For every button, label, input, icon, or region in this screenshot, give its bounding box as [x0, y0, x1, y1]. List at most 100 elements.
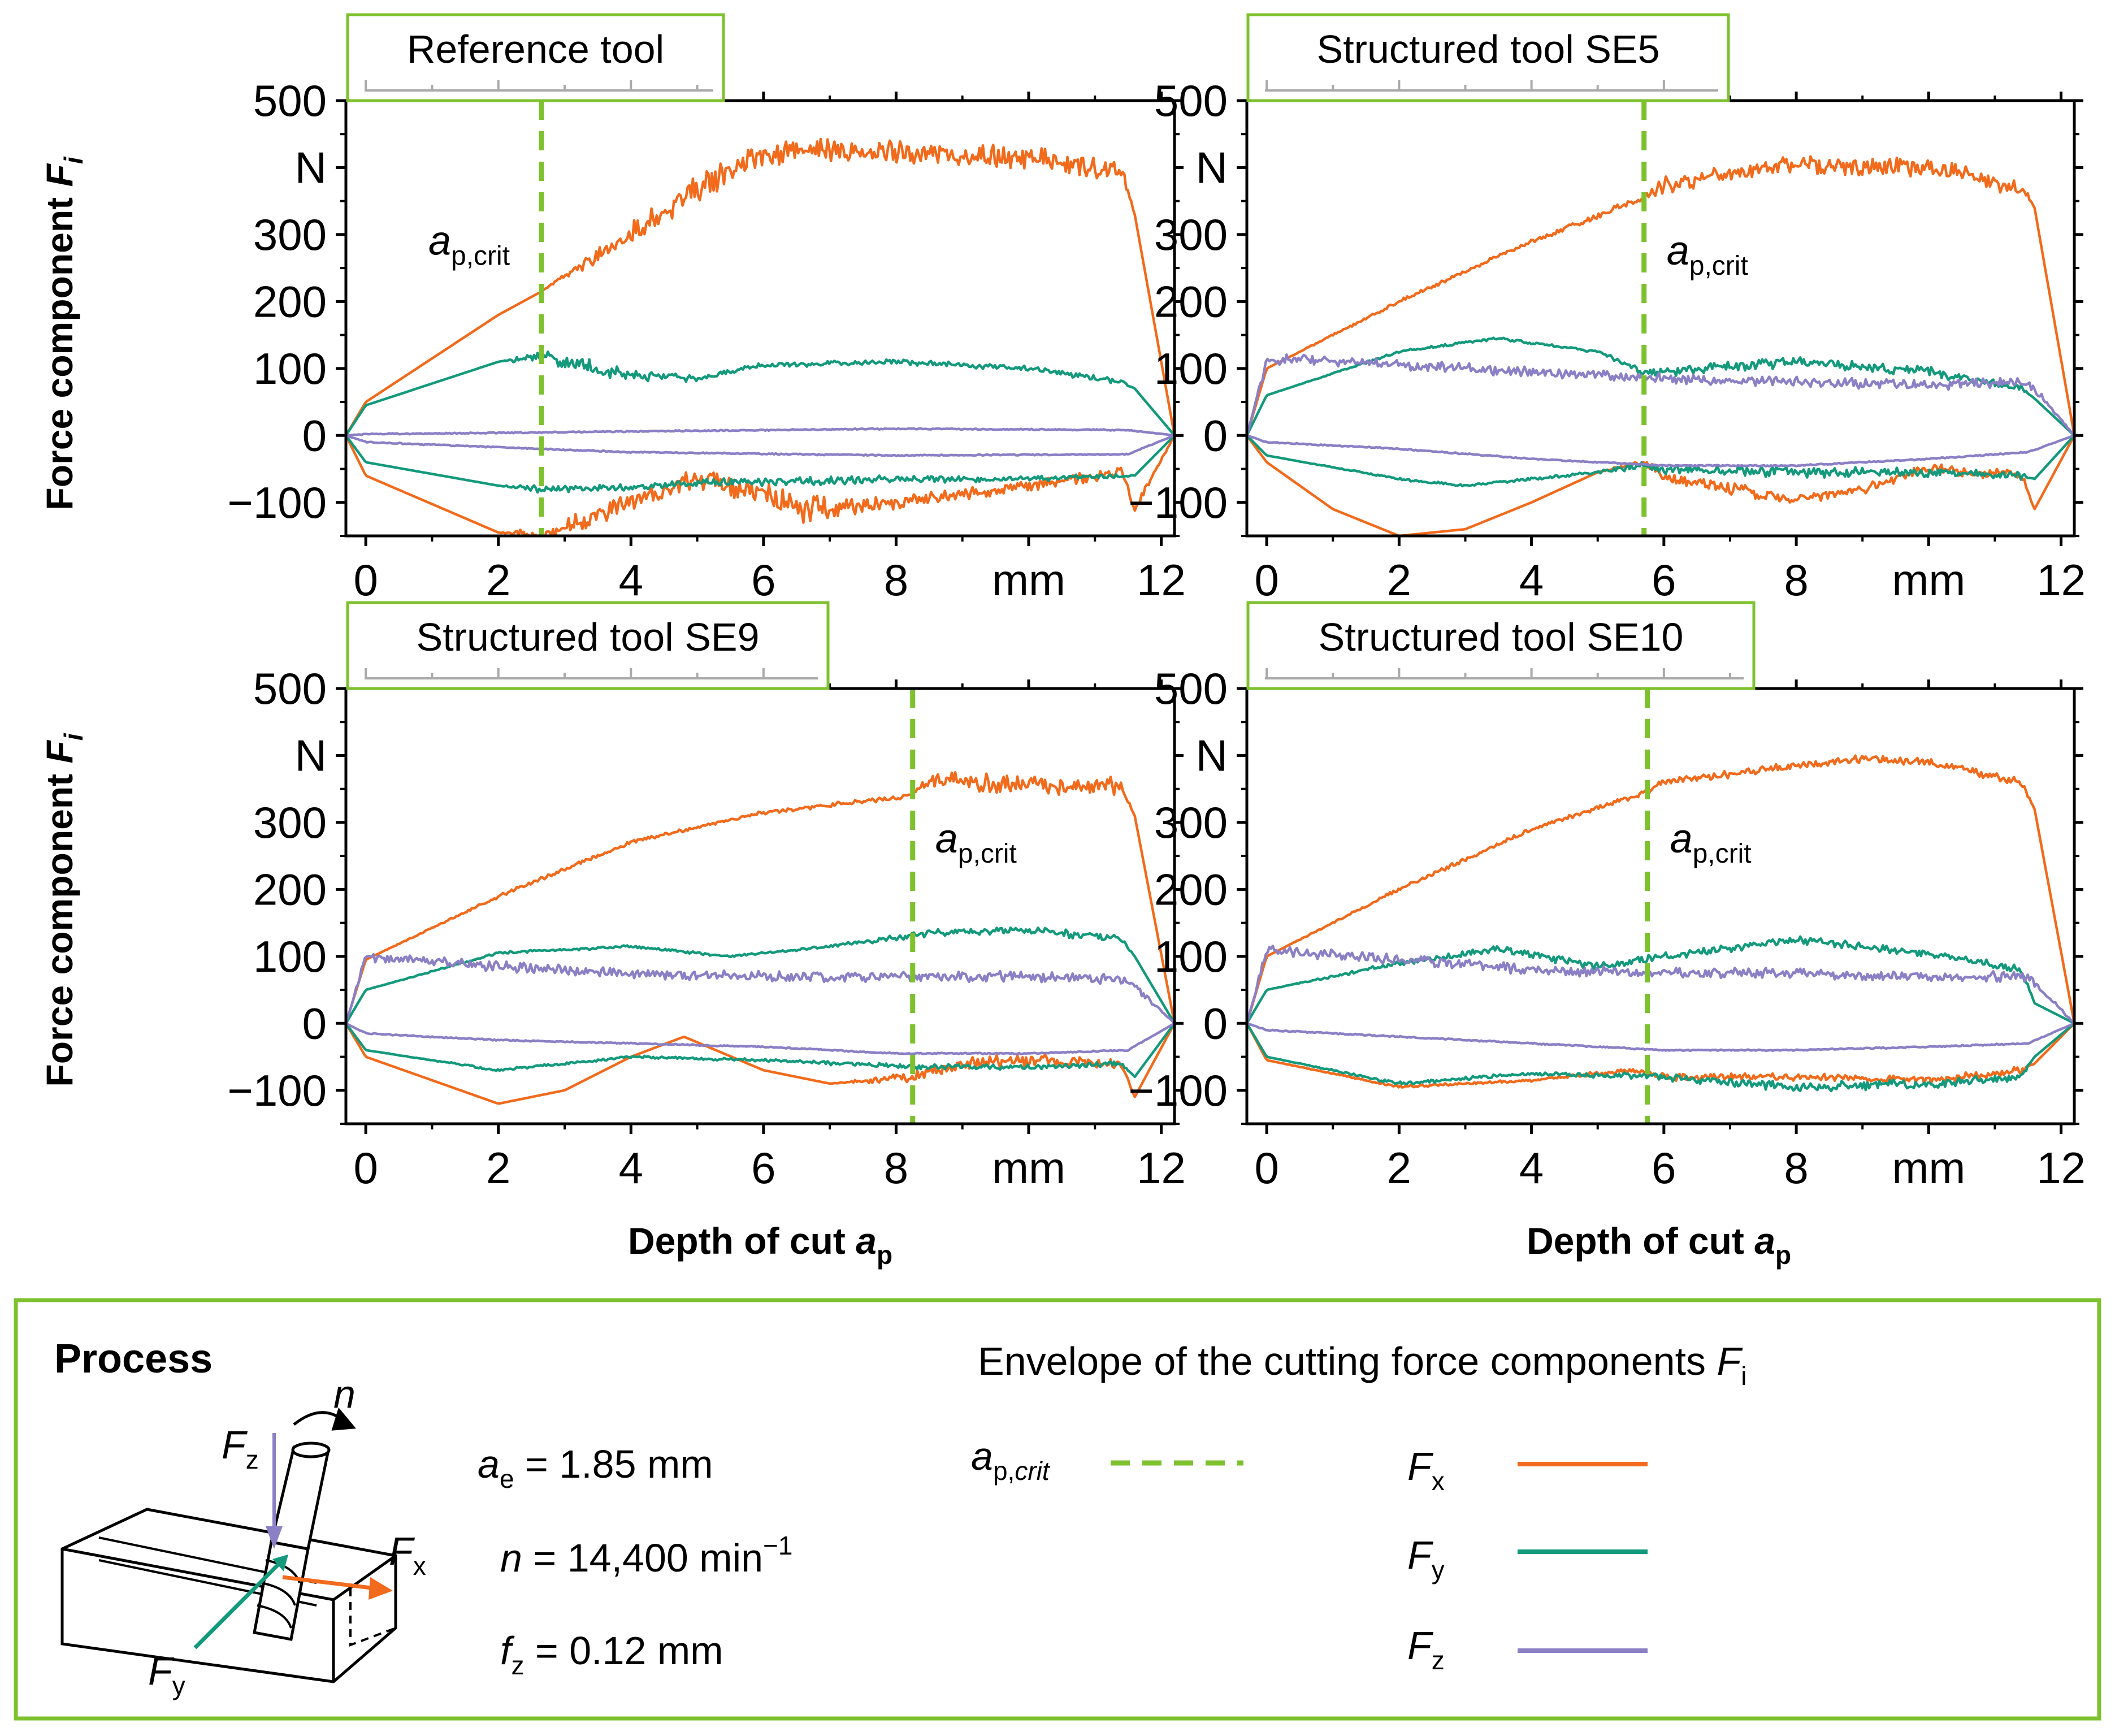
- y-tick-label: 200: [253, 276, 327, 326]
- y-tick-label: 300: [253, 210, 327, 259]
- x-tick-label: mm: [992, 555, 1065, 605]
- series-fy-lower: [1247, 1022, 2074, 1093]
- y-tick-label: −100: [1128, 478, 1228, 527]
- tool-shank-top: [291, 1441, 331, 1458]
- y-tick-label: N: [1196, 730, 1228, 780]
- fz-arrow-head: [266, 1526, 283, 1549]
- y-tick-label: −100: [1128, 1066, 1228, 1115]
- x-tick-label: 2: [486, 555, 510, 605]
- diagram-fy-label: Fy: [148, 1649, 185, 1700]
- y-axis-title-bottom: Force component Fi: [38, 733, 88, 1086]
- y-tick-label: −100: [227, 1066, 327, 1115]
- x-axis-title-right: Depth of cut ap: [1527, 1220, 1791, 1270]
- x-tick-label: 0: [353, 1143, 378, 1193]
- legend-fy-label: Fy: [1407, 1533, 1445, 1585]
- x-tick-label: 4: [1519, 555, 1544, 605]
- fy-arrow: [193, 1558, 284, 1650]
- series-fx-lower: [346, 435, 1174, 536]
- x-tick-label: 8: [1784, 1143, 1808, 1193]
- panel-title-box: [346, 13, 725, 102]
- ap-crit-label: ap,crit: [935, 816, 1017, 869]
- series-fx-lower: [346, 1023, 1174, 1105]
- y-tick-label: 500: [253, 664, 327, 713]
- x-tick-label: 12: [2036, 555, 2086, 605]
- panel-structured-se10: ap,crit 500 N 300 200 100 0 −100 0 2 4 6 8 mm 12 Struct…: [1128, 601, 2086, 1193]
- series-fx-lower: [1247, 434, 2074, 536]
- y-tick-label: 500: [1154, 664, 1228, 713]
- series-fx-upper: [1247, 754, 2074, 1024]
- series-fz-upper: [346, 427, 1174, 437]
- y-tick-label: 500: [253, 76, 327, 125]
- series-fz-upper: [346, 953, 1174, 1024]
- param-ae: ae = 1.85 mm: [478, 1442, 713, 1493]
- legend-crit-label: ap,crit: [971, 1434, 1051, 1486]
- x-tick-label: 8: [884, 555, 908, 605]
- y-tick-label: 0: [302, 410, 327, 460]
- series-fy-upper: [1247, 336, 2074, 436]
- diagram-fz-label: Fz: [222, 1423, 259, 1474]
- ap-crit-label: ap,crit: [1670, 816, 1752, 869]
- legend-envelope-title: Envelope of the cutting force components…: [978, 1339, 1746, 1391]
- panel-title-box: [1246, 13, 1730, 102]
- ap-crit-label: ap,crit: [1667, 228, 1748, 281]
- series-fy-lower: [1247, 434, 2074, 488]
- x-tick-label: mm: [992, 1143, 1065, 1193]
- x-tick-label: 0: [353, 555, 378, 605]
- series-fy-lower: [346, 434, 1174, 494]
- series-fx-upper: [346, 137, 1174, 436]
- series-fx-upper: [346, 771, 1174, 1024]
- series-fy-lower: [346, 1022, 1174, 1079]
- y-tick-label: N: [295, 142, 327, 192]
- workpiece-slot-face: [349, 1588, 396, 1647]
- y-tick-label: 0: [302, 998, 327, 1048]
- plot-frame: [1245, 687, 2076, 1125]
- panel-structured-se5: ap,crit 500 N 300 200 100 0 −100 0 2 4 6 8 mm 12 Struct…: [1128, 13, 2086, 605]
- x-tick-label: 2: [1387, 555, 1411, 605]
- y-axis-title-top: Force component Fi: [38, 156, 88, 510]
- x-tick-label: 2: [486, 1143, 510, 1193]
- y-tick-label: N: [295, 730, 327, 780]
- panel-title: Structured tool SE5: [1317, 27, 1660, 71]
- x-tick-label: 12: [2036, 1143, 2086, 1193]
- y-tick-label: 200: [1154, 276, 1228, 326]
- x-tick-label: 4: [619, 1143, 643, 1193]
- x-axis-title-left: Depth of cut ap: [628, 1220, 892, 1270]
- ap-crit-label: ap,crit: [428, 218, 510, 271]
- panel-structured-se9: ap,crit 500 N 300 200 100 0 −100 0 2 4 6 8 mm 12 Struct…: [227, 601, 1186, 1193]
- legend-process-title: Process: [54, 1336, 213, 1382]
- x-tick-label: 6: [751, 555, 775, 605]
- x-tick-label: 6: [1652, 1143, 1676, 1193]
- y-tick-label: 100: [1154, 932, 1228, 981]
- series-fz-lower: [346, 434, 1174, 458]
- y-tick-label: 200: [1154, 864, 1228, 914]
- series-group: [1247, 754, 2074, 1093]
- y-tick-label: 100: [253, 932, 327, 981]
- y-tick-label: −100: [227, 478, 327, 527]
- x-tick-label: 6: [751, 1143, 775, 1193]
- x-tick-label: 4: [1519, 1143, 1544, 1193]
- x-tick-label: 0: [1254, 555, 1278, 605]
- y-tick-label: 300: [1154, 210, 1228, 259]
- fx-arrow: [282, 1575, 376, 1591]
- panel-reference-tool: ap,crit 500 N 300 200 100 0 −100 0 2 4 6 8 mm 12 Refere…: [227, 13, 1186, 605]
- legend-fz-label: Fz: [1407, 1624, 1445, 1675]
- series-fz-upper: [1247, 945, 2074, 1024]
- y-tick-label: 300: [253, 798, 327, 847]
- y-tick-label: 500: [1154, 76, 1228, 125]
- series-fy-upper: [1247, 935, 2074, 1025]
- series-fz-upper: [1247, 353, 2074, 436]
- y-tick-label: N: [1196, 142, 1228, 192]
- fx-arrow-head: [369, 1577, 393, 1600]
- series-group: [1247, 155, 2074, 536]
- panel-title: Reference tool: [407, 27, 664, 71]
- series-group: [346, 137, 1174, 536]
- y-tick-label: 200: [253, 864, 327, 914]
- panel-title-box: [346, 601, 830, 690]
- series-fz-lower: [1247, 434, 2074, 468]
- x-tick-label: 8: [1784, 555, 1808, 605]
- series-group: [346, 771, 1174, 1105]
- y-tick-label: 300: [1154, 798, 1228, 847]
- param-n: n = 14,400 min−1: [500, 1531, 793, 1580]
- legend-fx-label: Fx: [1407, 1444, 1445, 1496]
